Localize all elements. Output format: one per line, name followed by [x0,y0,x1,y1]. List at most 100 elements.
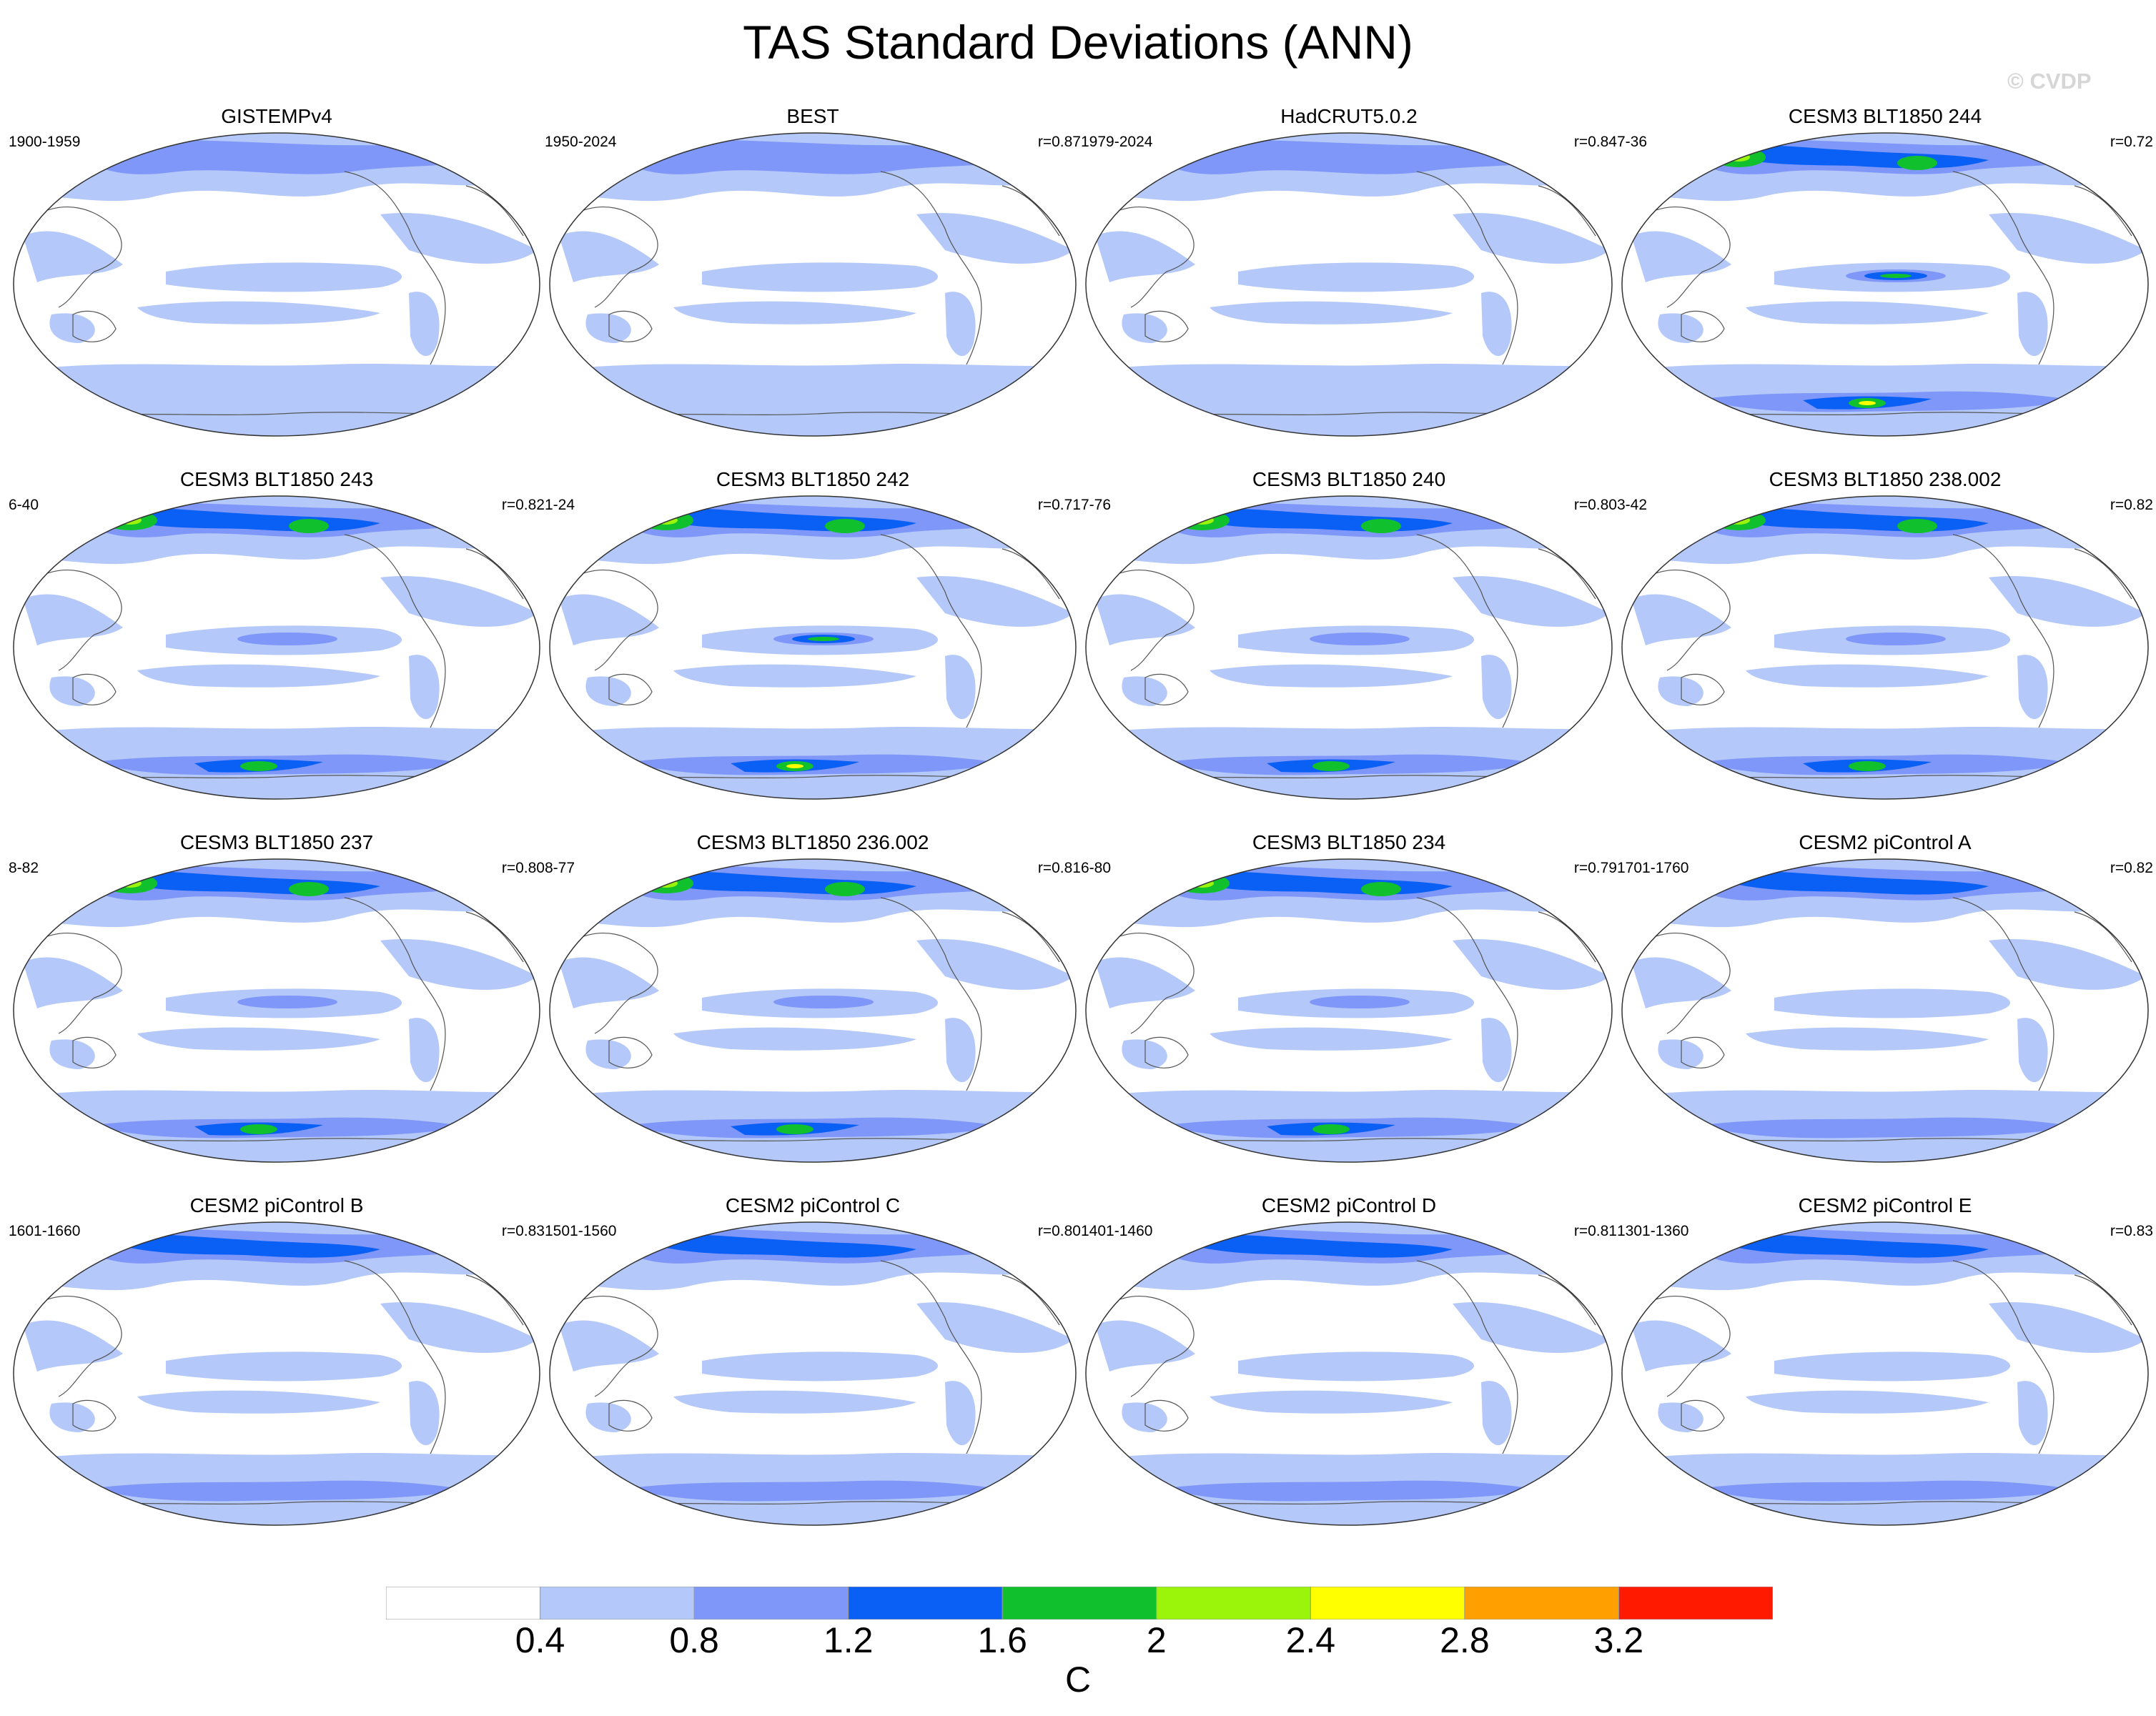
southern-ocean-region [550,364,1076,436]
australia-coastline [1144,673,1189,705]
map-panel: CESM3 BLT1850 236.002 8-77 r=0.81 [545,830,1081,1166]
north-pacific-core [1727,516,1750,525]
antarctic-variance-region [94,1480,466,1502]
northern-high-variance-region [1167,1234,1453,1258]
asia-coastline [1109,570,1195,671]
panel-correlation: r=0.83 [501,1223,545,1239]
world-map [1085,132,1613,437]
tropical-pacific-band [1238,1352,1474,1382]
southern-subtropical-band [137,1027,380,1051]
southern-subtropical-band [1210,301,1453,324]
southern-subtropical-band [1210,1027,1453,1051]
siberia-peak [1897,519,1937,533]
north-pacific-peak [639,510,693,530]
panel-title: CESM3 BLT1850 234 [1252,831,1446,853]
north-pacific-core [119,879,142,888]
australia-patch [1122,1039,1167,1069]
australia-coastline [72,1036,117,1068]
australia-coastline [608,310,653,342]
panel-correlation: r=0.81 [1037,860,1081,876]
map-panel: CESM3 BLT1850 238.002 3-42 r=0.82 [1617,467,2153,803]
south-america-patch [2017,655,2048,720]
australia-patch [1658,676,1703,706]
europe-africa-coastline [1002,911,1060,963]
south-america-patch [409,1381,440,1446]
colorbar-swatch [693,1587,849,1620]
panel-period: 1979-2024 [1081,134,1153,150]
north-pacific-peak [103,873,157,893]
americas-coastline [880,897,982,1091]
world-map [1621,495,2149,800]
panel-correlation: r=0.80 [1573,497,1617,513]
northern-high-variance-region [1703,1234,1989,1258]
west-patch [1095,1320,1195,1372]
asia-coastline [573,570,658,671]
enso-region [1310,996,1410,1008]
australia-patch [1658,1039,1703,1069]
australia-coastline [72,1399,117,1432]
australia-patch [1122,1402,1167,1432]
map-panel: HadCRUT5.0.2 1979-2024 r=0.84 [1081,104,1617,440]
americas-coastline [1952,897,2054,1091]
panel-period: 6-80 [1081,860,1112,876]
southern-subtropical-band [1210,1390,1453,1414]
south-america-patch [2017,292,2048,357]
west-patch [23,594,123,645]
australia-coastline [72,673,117,705]
map-outline [1621,495,2149,800]
world-map [549,132,1077,437]
map-panel: CESM2 piControl B 1601-1660 r=0.83 [9,1194,545,1529]
west-patch [1631,594,1731,645]
panel-period: 1301-1360 [1617,1223,1689,1239]
map-panel: CESM3 BLT1850 237 8-82 r=0.80 [9,830,545,1166]
colorbar-swatch [1156,1587,1311,1620]
australia-patch [585,1039,631,1069]
west-patch [559,957,659,1008]
north-pacific-core [119,516,142,525]
europe-africa-coastline [2074,911,2132,963]
west-patch [1631,1320,1731,1372]
enso-region [773,996,874,1008]
panel-title: CESM3 BLT1850 240 [1252,468,1446,490]
west-patch [559,594,659,645]
panel-period: 1601-1660 [9,1223,81,1239]
world-map [1085,495,1613,800]
australia-patch [1658,313,1703,343]
asia-coastline [573,1296,658,1397]
north-atlantic-peak [997,513,1022,527]
north-pacific-peak [103,510,157,530]
south-america-patch [2017,1018,2048,1083]
northern-high-variance-region [631,1234,916,1258]
north-pacific-peak [639,873,693,893]
world-map [1085,1221,1613,1526]
siberia-peak [825,882,865,896]
americas-coastline [880,534,982,728]
australia-patch [49,1402,95,1432]
southern-ocean-region [1086,364,1612,436]
map-field [14,133,540,436]
north-pacific-peak [1711,510,1766,530]
panel-title: CESM2 piControl E [1798,1194,1972,1216]
southern-subtropical-band [1746,1390,1989,1414]
colorbar-tick-label: 1.2 [823,1620,874,1660]
panel-correlation: r=0.82 [2110,497,2153,513]
enso-region [237,996,337,1008]
southern-subtropical-band [137,664,380,688]
europe-africa-coastline [1538,185,1596,237]
australia-coastline [1681,1036,1725,1068]
southern-subtropical-band [673,1027,916,1051]
world-map [549,495,1077,800]
west-patch [23,957,123,1008]
panel-period: 6-40 [9,497,39,513]
west-patch [1095,594,1195,645]
antarctic-peak [1312,1124,1350,1134]
europe-africa-coastline [465,548,524,600]
southern-subtropical-band [1746,664,1989,688]
colorbar-tick-label: 3.2 [1593,1620,1644,1660]
northern-high-variance-region [94,1234,380,1258]
map-outline [1085,858,1613,1163]
americas-coastline [1952,534,2054,728]
panel-period: 1501-1560 [545,1223,617,1239]
colorbar-tick-label: 2 [1146,1620,1167,1660]
americas-coastline [344,171,446,365]
